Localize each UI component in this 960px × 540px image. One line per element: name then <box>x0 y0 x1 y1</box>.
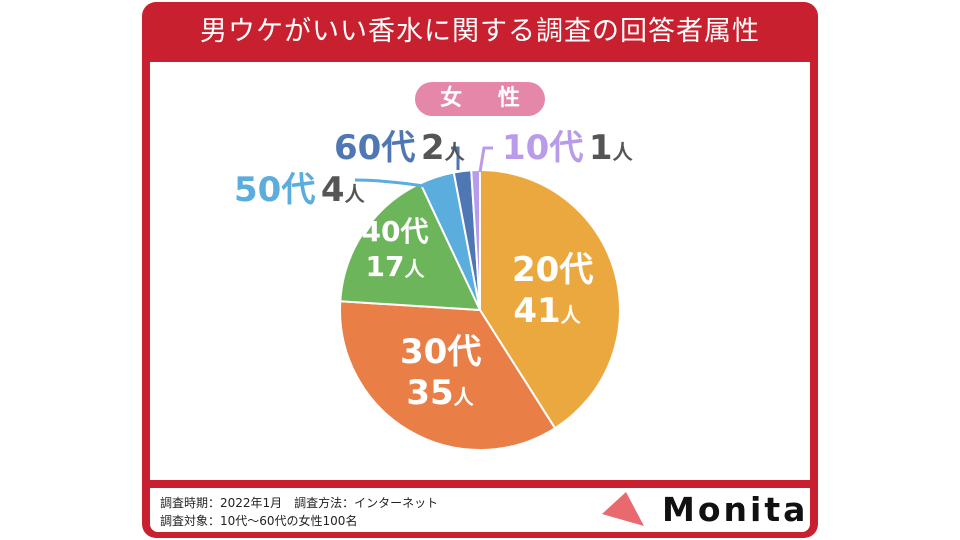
slice-label-30: 30代 35人 <box>400 332 482 413</box>
chart-frame: 男ウケがいい香水に関する調査の回答者属性 女 性 20代 41人 30代 35人… <box>142 2 818 538</box>
pie-chart <box>339 146 621 451</box>
slice-label-60: 60代 2人 <box>334 128 465 168</box>
chart-panel: 女 性 20代 41人 30代 35人 40代 17人 50代 4人 60代 2… <box>150 62 810 480</box>
slice-label-20: 20代 41人 <box>512 250 594 331</box>
monita-logo: Monita <box>662 490 809 529</box>
pie-slice-30代 <box>339 300 557 451</box>
gender-badge: 女 性 <box>415 82 545 116</box>
survey-period-note: 調査時期：2022年1月 調査方法：インターネット <box>160 496 439 510</box>
slice-label-40: 40代 17人 <box>361 215 429 283</box>
monita-logo-icon <box>602 492 644 526</box>
leader-line-60 <box>451 146 460 170</box>
slice-label-50: 50代 4人 <box>234 170 365 210</box>
chart-title: 男ウケがいい香水に関する調査の回答者属性 <box>200 16 760 47</box>
survey-target-note: 調査対象：10代〜60代の女性100名 <box>160 514 358 528</box>
pie-slice-40代 <box>339 181 482 312</box>
footer: 調査時期：2022年1月 調査方法：インターネット 調査対象：10代〜60代の女… <box>150 488 810 532</box>
leader-line-10 <box>478 146 493 173</box>
leader-line-50 <box>354 178 451 192</box>
slice-label-10: 10代 1人 <box>502 128 633 168</box>
